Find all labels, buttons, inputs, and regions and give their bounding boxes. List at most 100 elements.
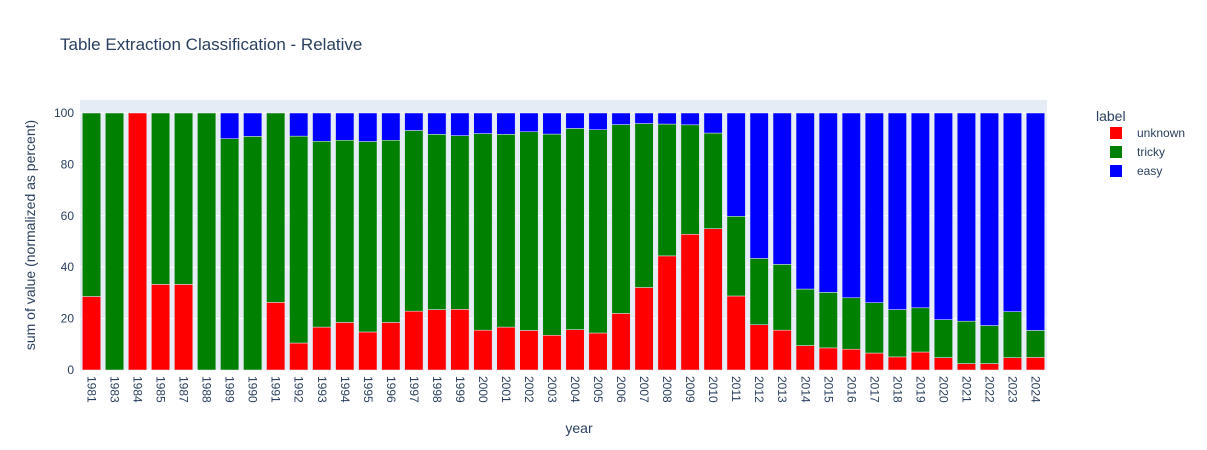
x-tick-label: 2021 [959, 376, 973, 403]
x-axis-title: year [565, 420, 593, 436]
legend-label-tricky[interactable]: tricky [1137, 145, 1165, 159]
bar-easy-2009 [680, 112, 700, 126]
bar-tricky-2023 [1003, 311, 1022, 358]
x-tick-label: 1987 [177, 376, 191, 403]
bar-easy-2020 [933, 112, 953, 320]
x-tick-label: 2017 [867, 376, 881, 403]
plot-area [80, 100, 1047, 370]
x-tick-label: 1999 [453, 376, 467, 403]
bar-easy-2017 [864, 112, 884, 303]
x-tick-label: 1990 [246, 376, 260, 403]
bar-tricky-2012 [749, 258, 769, 326]
bar-easy-2012 [749, 112, 769, 259]
bar-tricky-2018 [887, 309, 907, 358]
x-tick-label: 2005 [591, 376, 605, 403]
bar-tricky-1998 [427, 134, 447, 310]
bar-tricky-2024 [1026, 330, 1045, 358]
bar-easy-2018 [887, 112, 907, 310]
legend-title: label [1096, 108, 1126, 124]
bar-tricky-2014 [795, 288, 815, 346]
y-axis-ticks: 0 20 40 60 80 100 [54, 106, 74, 377]
x-tick-label: 1981 [85, 376, 99, 403]
bar-tricky-2008 [657, 123, 677, 257]
bar-unknown-2002 [519, 330, 539, 371]
y-tick-label: 100 [54, 106, 74, 120]
x-tick-label: 1989 [223, 376, 237, 403]
bar-unknown-2019 [910, 351, 930, 371]
bar-unknown-1998 [427, 309, 447, 371]
legend: label unknown tricky easy [1096, 108, 1185, 178]
bar-easy-2008 [657, 112, 677, 125]
legend-swatch-tricky[interactable] [1110, 146, 1122, 158]
bar-easy-2002 [519, 112, 539, 133]
bar-unknown-1997 [404, 310, 424, 371]
bar-easy-2010 [703, 112, 723, 134]
bar-easy-2023 [1003, 112, 1022, 312]
bar-easy-2006 [611, 112, 631, 125]
bar-tricky-1988 [197, 112, 217, 371]
bar-tricky-1992 [289, 135, 309, 344]
x-tick-label: 2023 [1005, 376, 1019, 403]
y-tick-label: 40 [61, 260, 75, 274]
x-tick-label: 2024 [1028, 376, 1042, 403]
bar-unknown-1996 [381, 322, 401, 371]
x-tick-label: 1994 [338, 376, 352, 403]
bar-unknown-2013 [772, 329, 792, 371]
grid [80, 112, 1047, 371]
bar-unknown-2022 [979, 363, 999, 371]
bar-tricky-2001 [496, 134, 516, 328]
bar-easy-1996 [381, 112, 401, 141]
legend-swatch-unknown[interactable] [1110, 127, 1122, 139]
x-tick-label: 2004 [568, 376, 582, 403]
chart-title: Table Extraction Classification - Relati… [60, 35, 362, 54]
x-tick-label: 2007 [637, 376, 651, 403]
bar-unknown-2020 [933, 357, 953, 371]
x-tick-label: 2003 [545, 376, 559, 403]
bar-easy-2016 [841, 112, 861, 299]
bar-easy-2000 [473, 112, 493, 134]
bar-easy-1998 [427, 112, 447, 135]
bar-unknown-2023 [1003, 357, 1022, 371]
bar-tricky-1991 [266, 112, 286, 303]
bar-unknown-2015 [818, 347, 838, 371]
y-tick-label: 80 [61, 157, 75, 171]
bar-tricky-2015 [818, 292, 838, 349]
bar-unknown-1981 [82, 296, 101, 371]
bar-easy-2001 [496, 112, 516, 135]
bar-unknown-2014 [795, 345, 815, 371]
bar-easy-2013 [772, 112, 792, 265]
bar-easy-2007 [634, 112, 654, 124]
bar-unknown-2016 [841, 348, 861, 371]
bar-easy-2019 [910, 112, 930, 309]
x-tick-label: 2014 [798, 376, 812, 403]
x-tick-label: 2008 [660, 376, 674, 403]
x-tick-label: 1995 [361, 376, 375, 403]
y-tick-label: 20 [61, 312, 75, 326]
bar-easy-1990 [243, 112, 263, 137]
legend-label-easy[interactable]: easy [1137, 164, 1162, 178]
x-tick-label: 2018 [890, 376, 904, 403]
legend-label-unknown[interactable]: unknown [1137, 126, 1185, 140]
bar-unknown-2011 [726, 295, 746, 371]
x-tick-label: 2022 [982, 376, 996, 403]
bar-tricky-1997 [404, 130, 424, 312]
bar-easy-1992 [289, 112, 309, 137]
y-tick-label: 0 [67, 363, 74, 377]
x-tick-label: 2012 [752, 376, 766, 403]
bars [82, 112, 1045, 371]
bar-tricky-2007 [634, 123, 654, 288]
x-axis-ticks: 1981 1983 1984 1985 1987 1988 1989 1990 1991 1992… [85, 376, 1043, 403]
bar-unknown-2007 [634, 287, 654, 371]
legend-swatch-easy[interactable] [1110, 165, 1122, 177]
x-tick-label: 2016 [844, 376, 858, 403]
x-tick-label: 2006 [614, 376, 628, 403]
bar-tricky-1996 [381, 139, 401, 323]
bar-unknown-2024 [1026, 357, 1045, 371]
bar-tricky-2020 [933, 319, 953, 358]
x-tick-label: 2010 [706, 376, 720, 403]
bar-easy-2024 [1026, 112, 1045, 331]
bar-tricky-1985 [151, 112, 171, 285]
bar-tricky-2016 [841, 297, 861, 350]
bar-unknown-2001 [496, 326, 516, 371]
